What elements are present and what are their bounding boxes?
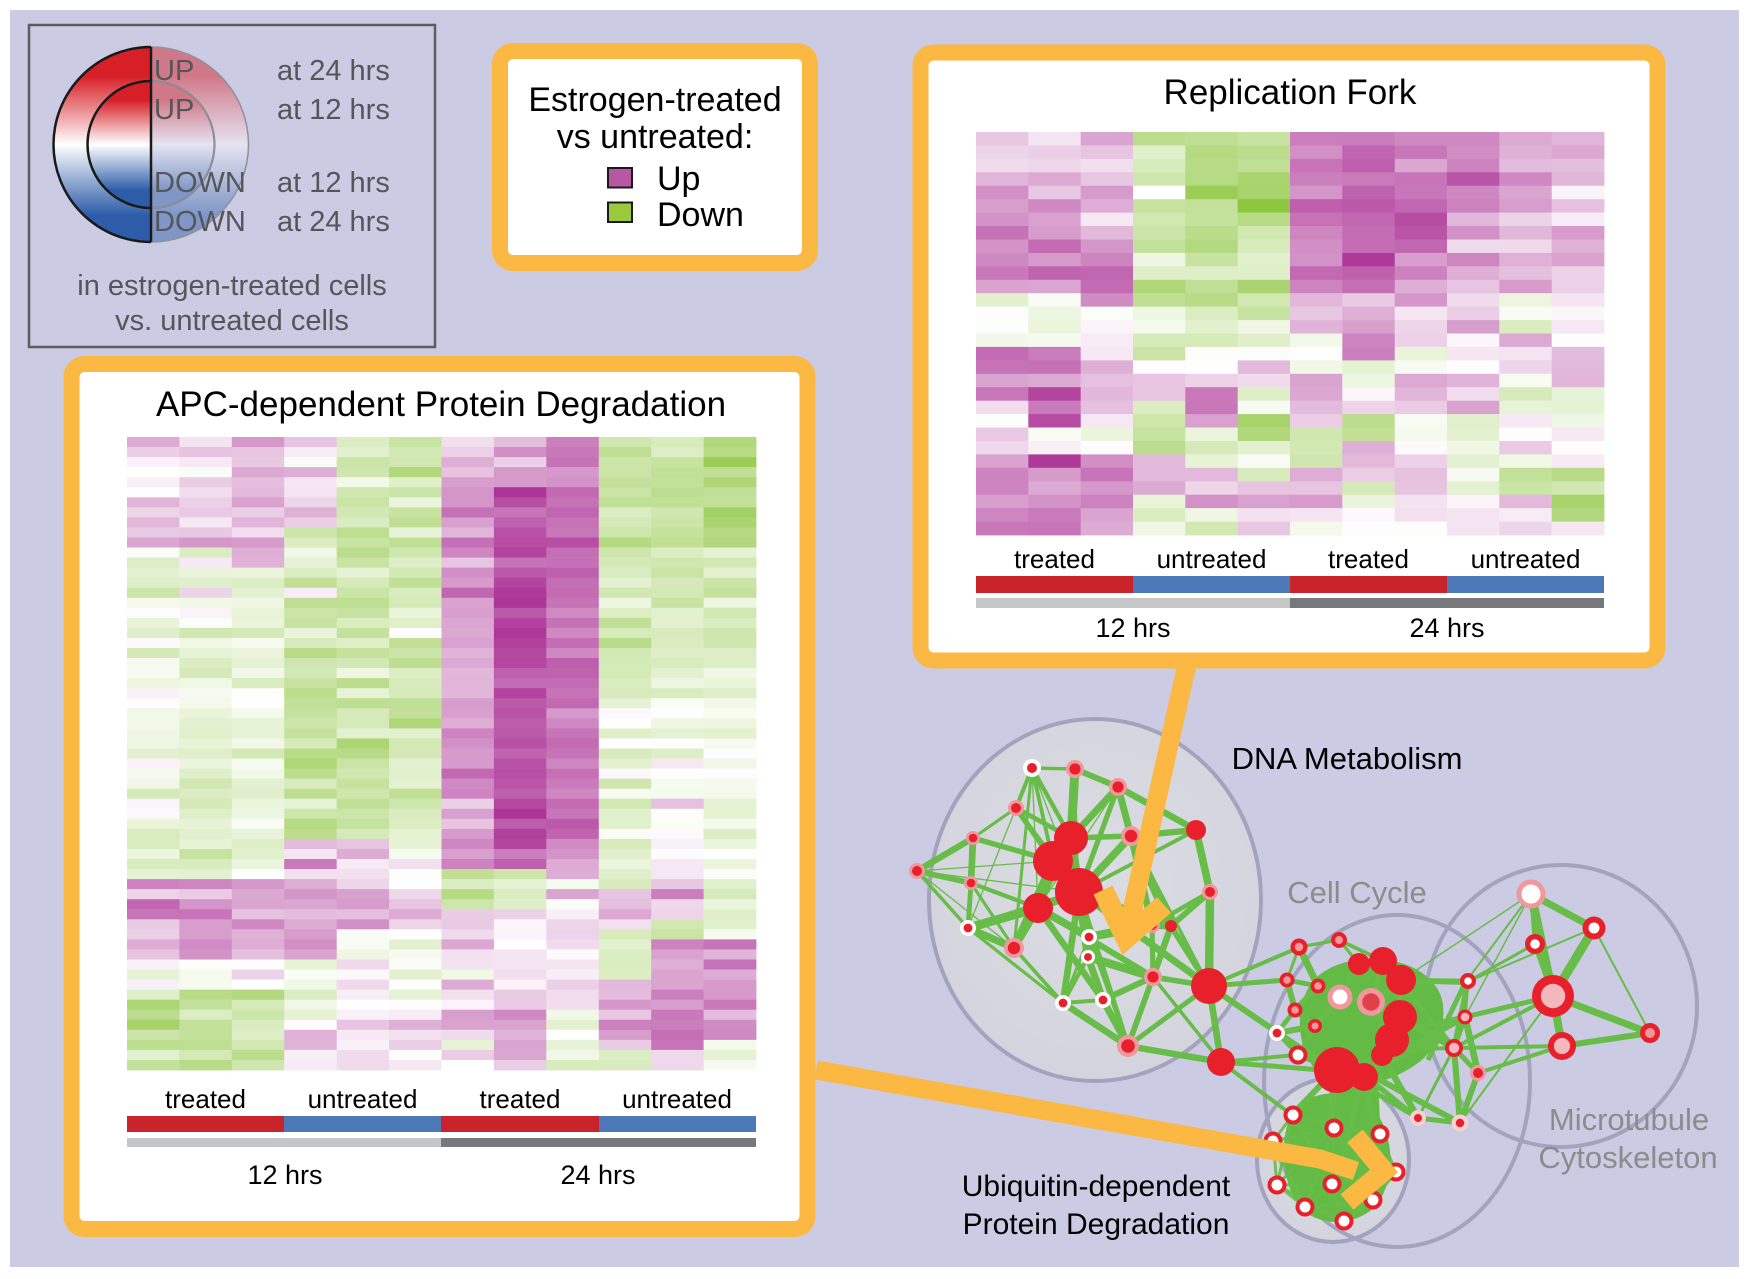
svg-text:untreated: untreated — [1471, 544, 1581, 574]
svg-text:untreated: untreated — [1157, 544, 1267, 574]
svg-text:Estrogen-treated: Estrogen-treated — [528, 81, 781, 119]
svg-text:12 hrs: 12 hrs — [1095, 613, 1170, 643]
svg-text:24 hrs: 24 hrs — [560, 1160, 635, 1190]
svg-text:APC-dependent Protein Degradat: APC-dependent Protein Degradation — [156, 385, 726, 424]
svg-text:vs. untreated cells: vs. untreated cells — [115, 305, 349, 337]
svg-text:Replication Fork: Replication Fork — [1164, 73, 1417, 112]
svg-text:treated: treated — [165, 1084, 246, 1114]
svg-text:vs untreated:: vs untreated: — [557, 118, 754, 156]
svg-text:at 12 hrs: at 12 hrs — [277, 167, 390, 199]
svg-text:Cell Cycle: Cell Cycle — [1287, 875, 1427, 910]
svg-text:Protein Degradation: Protein Degradation — [963, 1208, 1230, 1241]
svg-text:treated: treated — [1328, 544, 1409, 574]
svg-text:UP: UP — [154, 94, 194, 126]
svg-text:UP: UP — [154, 55, 194, 87]
svg-text:DOWN: DOWN — [154, 167, 246, 199]
svg-text:DNA Metabolism: DNA Metabolism — [1232, 741, 1463, 776]
svg-text:Up: Up — [657, 160, 700, 198]
svg-text:treated: treated — [480, 1084, 561, 1114]
svg-text:24 hrs: 24 hrs — [1409, 613, 1484, 643]
svg-text:Cytoskeleton: Cytoskeleton — [1538, 1140, 1717, 1175]
svg-text:at 24 hrs: at 24 hrs — [277, 55, 390, 87]
svg-text:untreated: untreated — [308, 1084, 418, 1114]
svg-text:treated: treated — [1014, 544, 1095, 574]
svg-text:untreated: untreated — [622, 1084, 732, 1114]
svg-text:Microtubule: Microtubule — [1549, 1102, 1709, 1137]
svg-text:Ubiquitin-dependent: Ubiquitin-dependent — [962, 1170, 1231, 1203]
svg-text:in estrogen-treated cells: in estrogen-treated cells — [77, 270, 387, 302]
svg-text:at 12 hrs: at 12 hrs — [277, 94, 390, 126]
svg-text:12 hrs: 12 hrs — [247, 1160, 322, 1190]
svg-text:at 24 hrs: at 24 hrs — [277, 206, 390, 238]
svg-text:DOWN: DOWN — [154, 206, 246, 238]
svg-text:Down: Down — [657, 196, 744, 234]
